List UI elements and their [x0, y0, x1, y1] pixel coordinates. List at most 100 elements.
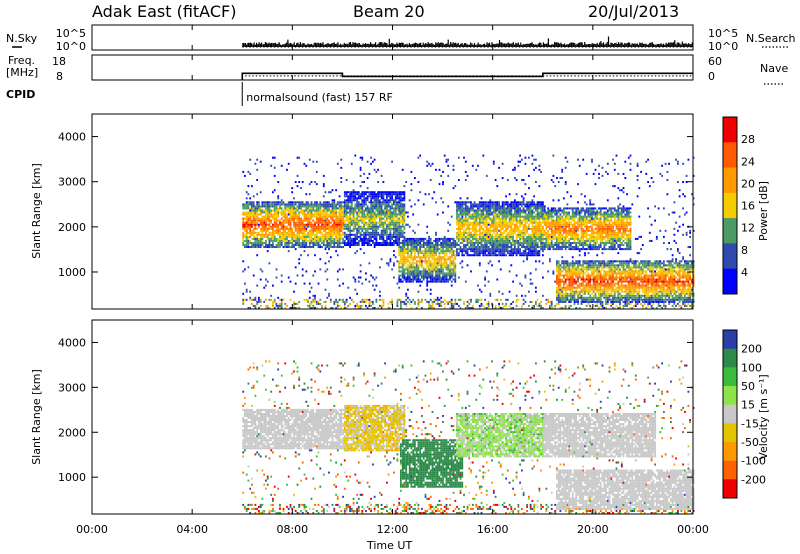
- power-cell: [445, 239, 448, 242]
- power-cell: [347, 219, 350, 222]
- nsky-point: [466, 44, 468, 47]
- power-cell: [436, 262, 439, 265]
- power-cell: [345, 201, 348, 204]
- power-cell: [389, 193, 392, 196]
- power-cell: [521, 252, 523, 255]
- power-cell: [322, 201, 325, 204]
- power-cell: [549, 225, 551, 228]
- power-cell: [542, 244, 544, 247]
- power-cell: [417, 248, 420, 251]
- power-cell: [535, 203, 537, 206]
- power-cell: [489, 203, 492, 206]
- power-cell: [485, 246, 488, 249]
- power-cell: [386, 197, 388, 200]
- power-cell: [294, 227, 297, 230]
- nsky-point: [306, 44, 308, 47]
- power-cell: [492, 207, 495, 210]
- power-cell: [372, 160, 374, 163]
- power-cell: [275, 227, 278, 230]
- power-cell: [307, 233, 309, 236]
- power-cell: [349, 231, 351, 234]
- nsky-point: [596, 42, 598, 47]
- power-cell: [400, 298, 402, 301]
- power-cell: [324, 239, 327, 242]
- power-cell: [363, 217, 365, 220]
- power-cell: [321, 246, 323, 249]
- power-cell: [328, 229, 330, 232]
- power-cell: [403, 205, 406, 208]
- power-cell: [287, 209, 290, 212]
- power-cell: [438, 278, 441, 281]
- power-cell: [501, 231, 504, 234]
- power-cell: [499, 248, 502, 251]
- power-cell: [350, 219, 353, 222]
- power-cell: [536, 298, 539, 301]
- power-cell: [445, 268, 448, 271]
- power-cell: [356, 211, 358, 214]
- nsky-point: [378, 42, 380, 47]
- power-cell: [428, 256, 430, 259]
- power-cell: [370, 239, 372, 242]
- power-cell: [468, 221, 471, 224]
- power-cell: [456, 213, 458, 216]
- power-cell: [407, 278, 409, 281]
- power-cell: [480, 246, 483, 249]
- nsky-point: [278, 42, 280, 47]
- power-cell: [261, 215, 264, 218]
- power-cell: [415, 242, 418, 245]
- power-cell: [405, 280, 408, 283]
- power-cell: [398, 244, 401, 247]
- power-cell: [419, 244, 422, 247]
- power-cell: [466, 174, 469, 177]
- power-cell: [389, 244, 392, 247]
- power-cell: [338, 201, 341, 204]
- power-cell: [280, 233, 283, 236]
- power-cell: [468, 298, 471, 301]
- power-cell: [489, 211, 492, 214]
- power-cell: [407, 237, 409, 240]
- power-cell: [301, 239, 304, 242]
- power-cell: [314, 201, 316, 204]
- nsky-point: [689, 44, 691, 47]
- power-cell: [273, 307, 276, 310]
- power-cell: [279, 242, 281, 245]
- power-cell: [528, 205, 530, 208]
- power-cell: [407, 274, 409, 277]
- power-cell: [471, 221, 474, 224]
- power-cell: [505, 203, 507, 206]
- power-cell: [498, 201, 500, 204]
- nsky-point: [642, 44, 645, 47]
- power-cell: [359, 209, 362, 212]
- power-cell: [368, 217, 371, 220]
- power-cell: [382, 193, 385, 196]
- power-cell: [496, 229, 499, 232]
- power-cell: [524, 213, 527, 216]
- power-cell: [463, 229, 465, 232]
- power-cell: [365, 278, 367, 281]
- power-cell: [540, 246, 542, 249]
- power-cell: [431, 268, 434, 271]
- power-cell: [265, 217, 267, 220]
- power-cell: [391, 211, 393, 214]
- power-cell: [477, 164, 479, 167]
- power-cell: [494, 235, 497, 238]
- power-cell: [321, 213, 323, 216]
- power-cell: [449, 272, 451, 275]
- power-cell: [273, 300, 276, 303]
- power-cell: [349, 193, 351, 196]
- power-cell: [331, 237, 334, 240]
- power-cell: [436, 298, 439, 301]
- power-cell: [377, 233, 379, 236]
- power-cell: [498, 254, 500, 257]
- power-cell: [349, 199, 351, 202]
- power-cell: [387, 262, 390, 265]
- power-cell: [535, 219, 537, 222]
- power-cell: [244, 203, 246, 206]
- power-cell: [473, 217, 476, 220]
- power-cell: [428, 254, 430, 257]
- power-cell: [491, 223, 493, 226]
- power-cell: [533, 195, 535, 198]
- power-cell: [365, 237, 367, 240]
- power-cell: [400, 197, 402, 200]
- power-cell: [535, 260, 537, 263]
